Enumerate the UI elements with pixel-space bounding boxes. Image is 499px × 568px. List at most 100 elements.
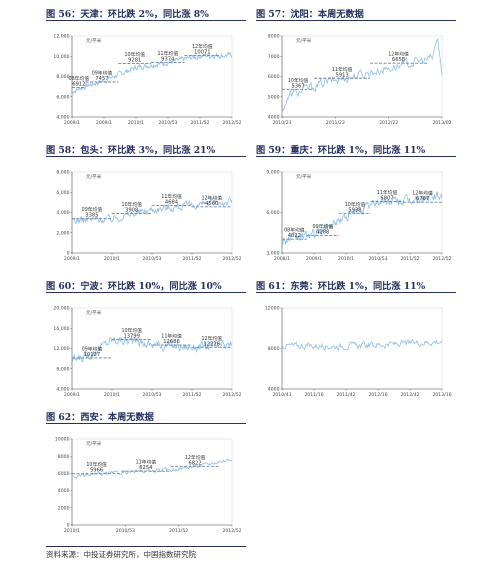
unit-label: 元/平米 xyxy=(86,37,102,44)
unit-label: 元/平米 xyxy=(296,37,312,44)
title-rule xyxy=(46,423,246,424)
y-tick-label: 8,000 xyxy=(56,366,69,372)
chart-title: 图 57：沈阳：本周无数据 xyxy=(256,9,364,20)
average-value: 9281 xyxy=(128,58,141,64)
average-label: 12年均值 xyxy=(185,454,206,461)
average-value: 4684 xyxy=(165,200,179,206)
y-tick-label: 4000 xyxy=(58,488,70,494)
average-label: 12年均值 xyxy=(192,43,213,50)
x-tick-label: 2011/52 xyxy=(182,256,201,262)
title-rule xyxy=(256,20,456,21)
chart-svg: 4,000 6,000 8,000 10,000 12,000 2009/1 2009/1 2… xyxy=(53,34,241,126)
y-tick-label: 8,000 xyxy=(56,170,69,176)
average-label: 12年均值 xyxy=(201,335,222,342)
average-label: 09年均值 xyxy=(313,223,334,230)
average-label: 11年均值 xyxy=(161,193,182,200)
average-value: 6658 xyxy=(392,57,405,63)
y-tick-label: 12,000 xyxy=(53,34,69,40)
average-value: 4288 xyxy=(316,230,329,236)
x-tick-label: 2012/52 xyxy=(222,256,241,262)
y-tick-label: 10,000 xyxy=(53,54,69,60)
average-label: 12年均值 xyxy=(388,51,409,58)
title-rule xyxy=(256,292,456,293)
average-value: 5938 xyxy=(348,207,361,213)
x-tick-label: 2010/1 xyxy=(64,528,80,534)
title-rule xyxy=(256,156,456,157)
y-tick-label: 4000 xyxy=(268,387,280,393)
x-tick-label: 2010/53 xyxy=(142,256,161,262)
average-value: 6822 xyxy=(188,460,201,466)
y-tick-label: 4,000 xyxy=(56,387,69,393)
x-tick-label: 2010/53 xyxy=(142,392,161,398)
x-tick-label: 2010/53 xyxy=(368,256,387,262)
average-label: 08年均值 xyxy=(69,75,90,82)
x-tick-label: 2010/1 xyxy=(128,120,144,126)
average-label: 10年均值 xyxy=(288,77,309,84)
average-label: 10年均值 xyxy=(121,201,142,208)
average-label: 10年均值 xyxy=(124,51,145,58)
average-label: 10年均值 xyxy=(121,327,142,334)
price-series-line xyxy=(71,51,233,94)
x-tick-label: 2009/1 xyxy=(306,256,322,262)
x-tick-label: 2011/52 xyxy=(400,256,419,262)
y-tick-label: 0 xyxy=(67,251,70,257)
x-tick-label: 2013/16 xyxy=(432,392,451,398)
average-value: 6254 xyxy=(139,465,153,471)
price-series-line xyxy=(281,191,443,246)
average-value: 4022 xyxy=(288,233,301,239)
y-tick-label: 2000 xyxy=(58,505,70,511)
price-series-line xyxy=(71,336,233,363)
average-value: 10127 xyxy=(84,352,101,358)
average-value: 6767 xyxy=(416,196,429,202)
x-tick-label: 2011/22 xyxy=(326,120,345,126)
chart-title: 图 58：包头：环比跌 3%，同比涨 21% xyxy=(46,145,216,156)
x-tick-label: 2012/42 xyxy=(400,392,419,398)
average-value: 3385 xyxy=(85,213,98,219)
average-value: 12226 xyxy=(203,341,220,347)
price-series-line xyxy=(71,197,233,225)
y-tick-label: 8,000 xyxy=(56,74,69,80)
x-tick-label: 2009/1 xyxy=(96,120,112,126)
average-label: 11年均值 xyxy=(161,333,182,340)
chart-title: 图 60：宁波：环比跌 10%，同比涨 10% xyxy=(46,281,222,292)
chart-title: 图 56：天津：环比跌 2%，同比涨 8% xyxy=(46,9,209,20)
average-label: 10年均值 xyxy=(86,461,107,468)
chart-title: 图 61：东莞：环比跌 1%，同比涨 11% xyxy=(256,281,426,292)
y-tick-label: 8000 xyxy=(268,34,280,40)
average-label: 11年均值 xyxy=(377,189,398,196)
x-tick-label: 2009/1 xyxy=(64,120,80,126)
x-tick-label: 2011/16 xyxy=(304,392,323,398)
average-label: 11年均值 xyxy=(332,66,353,73)
average-label: 11年均值 xyxy=(158,50,179,57)
x-tick-label: 2011/52 xyxy=(169,528,188,534)
average-label: 12年均值 xyxy=(201,194,222,201)
y-tick-label: 12000 xyxy=(265,306,280,312)
average-value: 5913 xyxy=(336,72,349,78)
x-tick-label: 2011/42 xyxy=(336,392,355,398)
x-tick-label: 2008/1 xyxy=(274,256,290,262)
chart-title: 图 59：重庆：环比跌 1%，同比涨 11% xyxy=(256,145,426,156)
chart-svg: 0 2,000 4,000 6,000 8,000 2009/1 2010/1 2010/53… xyxy=(56,170,241,262)
source-note: 资料来源：中投证券研究所，中国指数研究院 xyxy=(46,550,196,559)
price-series-line xyxy=(281,338,443,352)
average-label: 11年均值 xyxy=(136,459,157,466)
x-tick-label: 2013/02 xyxy=(432,120,451,126)
panel-p56: 图 56：天津：环比跌 2%，同比涨 8% 4,000 6,000 8,000 10,… xyxy=(46,6,246,131)
unit-label: 元/平米 xyxy=(86,309,102,316)
average-value: 10071 xyxy=(194,50,211,56)
average-label: 09年均值 xyxy=(92,69,113,76)
average-value: 5966 xyxy=(90,468,103,474)
y-tick-label: 5000 xyxy=(268,94,280,100)
y-tick-label: 0 xyxy=(67,523,70,529)
panel-p58: 图 58：包头：环比跌 3%，同比涨 21% 0 2,000 4,000 6,000 8… xyxy=(46,142,246,267)
x-tick-label: 2010/1 xyxy=(338,256,354,262)
x-tick-label: 2010/43 xyxy=(272,392,291,398)
panel-p60: 图 60：宁波：环比跌 10%，同比涨 10% 4,000 8,000 12,000… xyxy=(46,278,246,403)
title-rule xyxy=(46,156,246,157)
y-tick-label: 12,000 xyxy=(53,346,69,352)
x-tick-label: 2010/23 xyxy=(272,120,291,126)
x-tick-label: 2010/53 xyxy=(116,528,135,534)
unit-label: 元/平米 xyxy=(296,173,312,180)
x-tick-label: 2012/22 xyxy=(379,120,398,126)
x-tick-label: 2010/1 xyxy=(104,256,120,262)
